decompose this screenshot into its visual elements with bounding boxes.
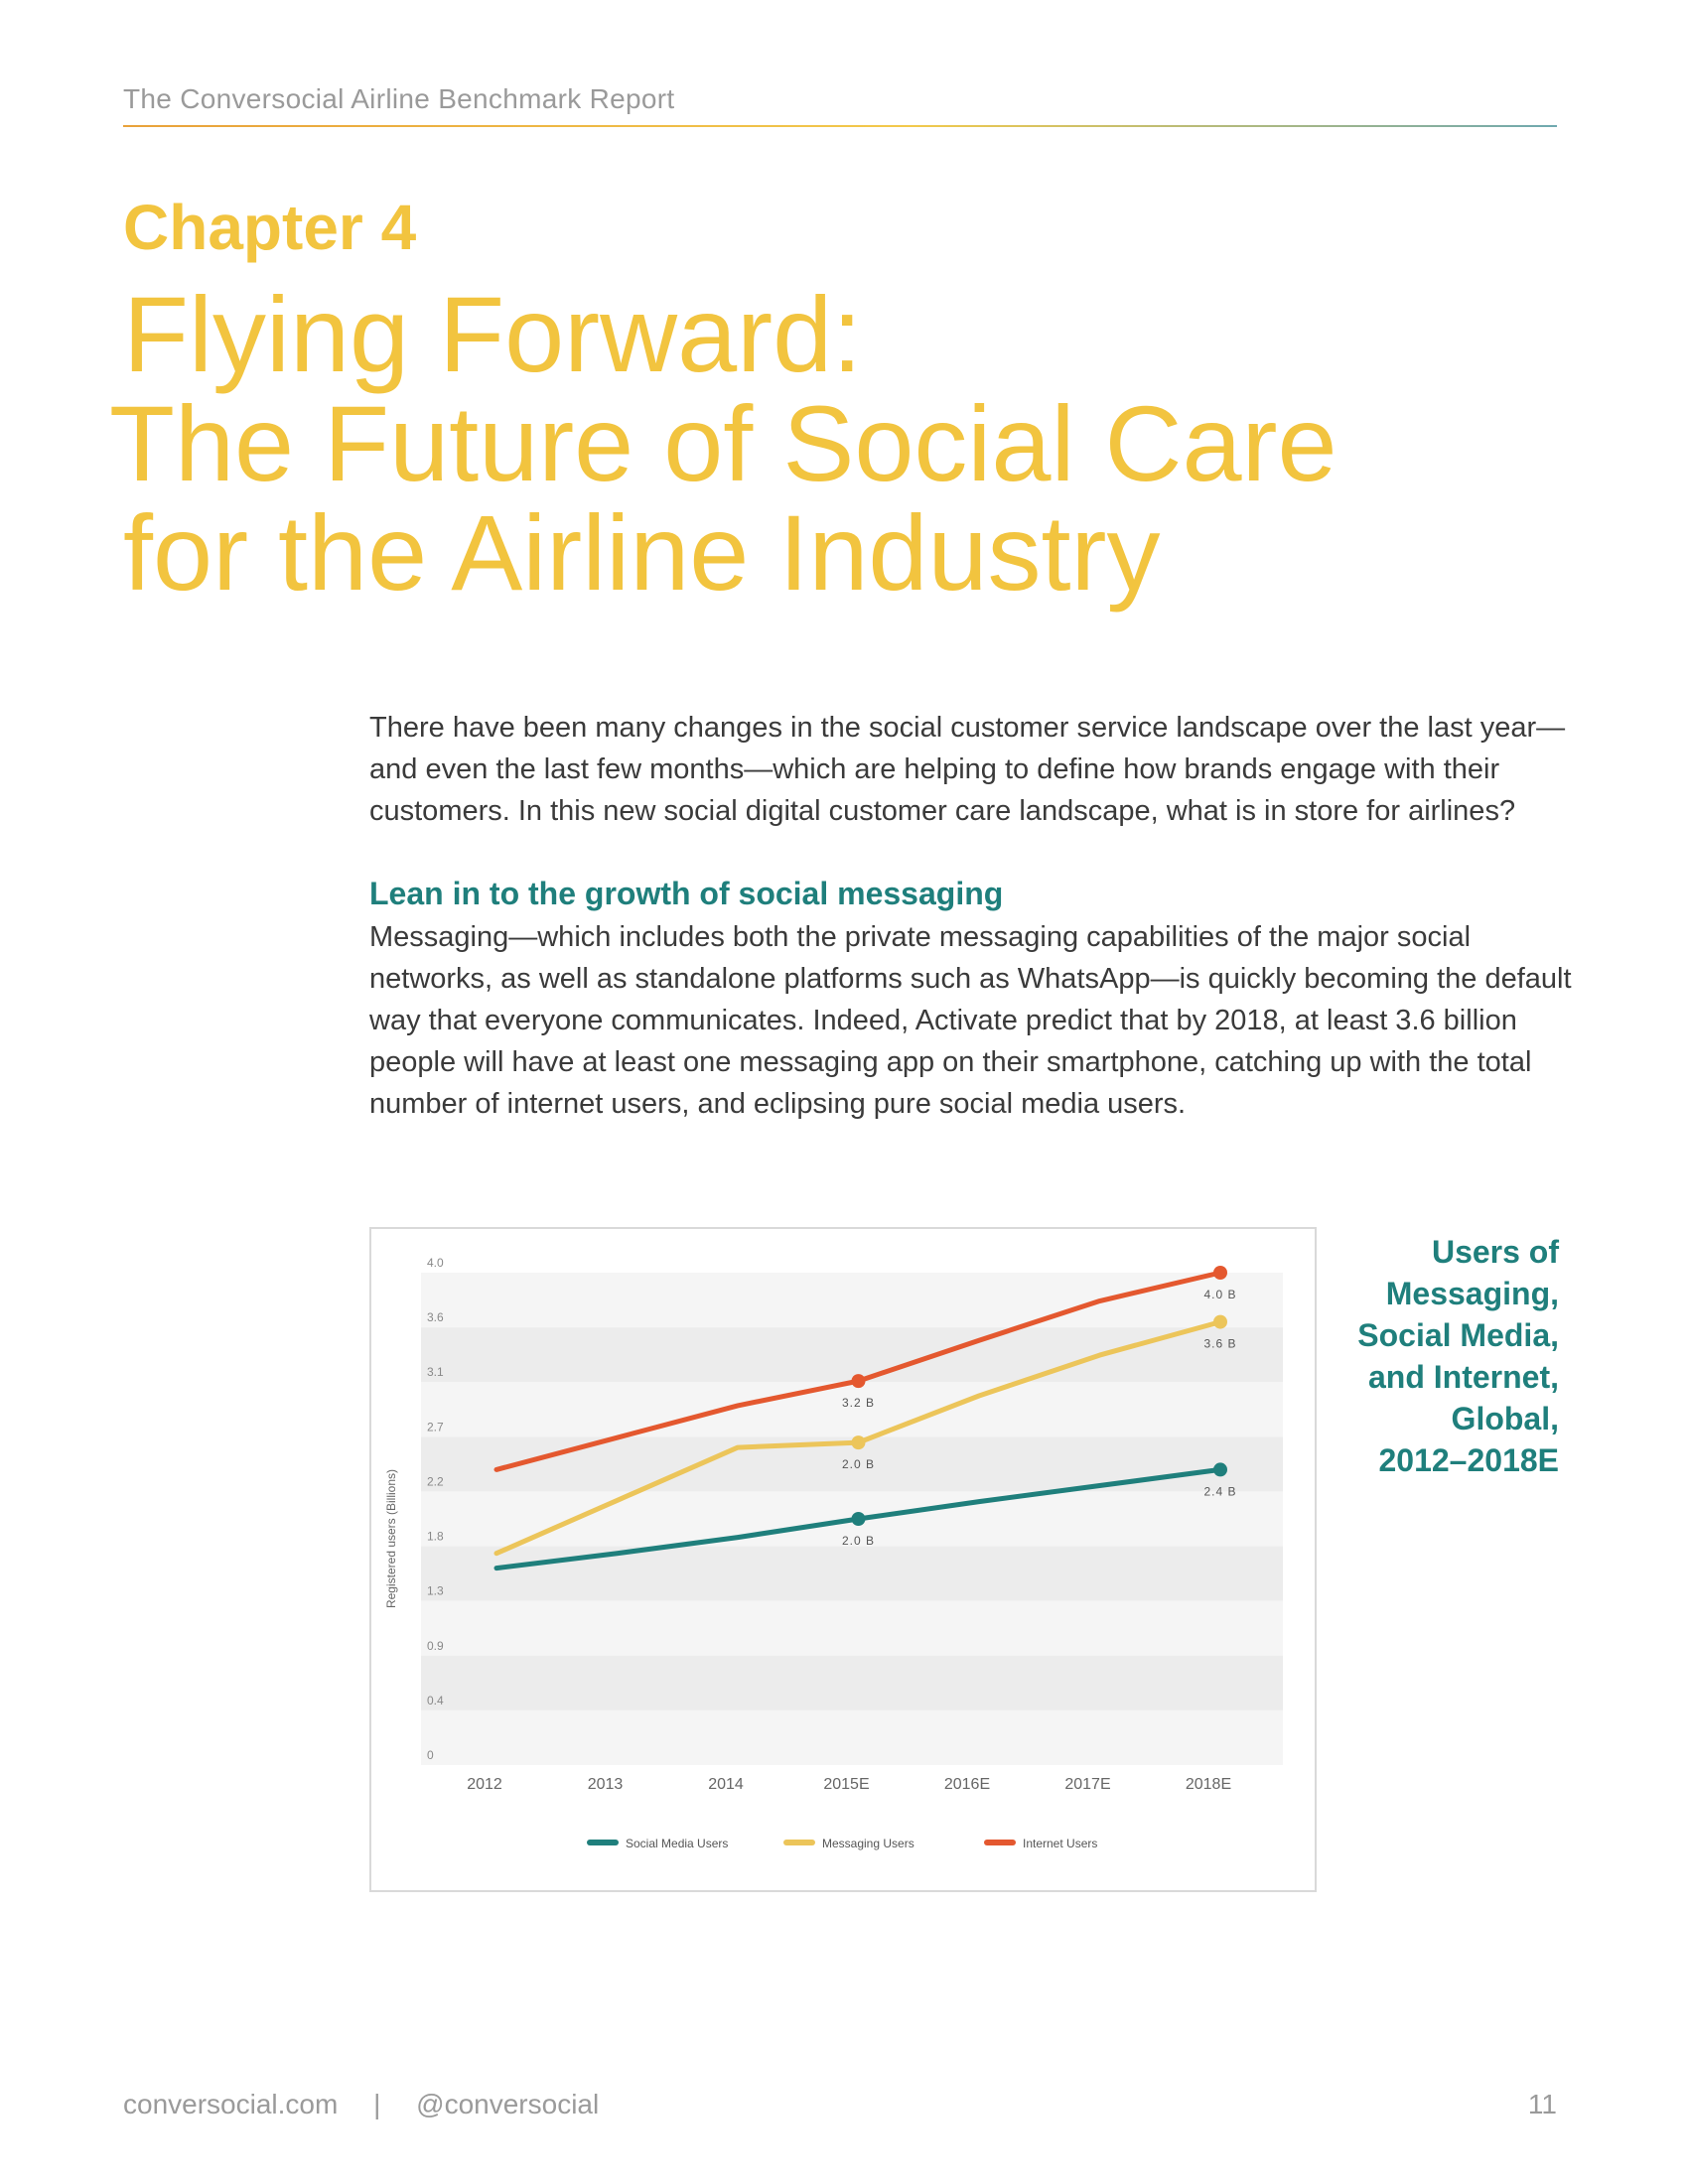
y-tick-label: 0 (427, 1748, 434, 1762)
grid-band (421, 1546, 1283, 1601)
data-label: 2.4 B (1203, 1484, 1236, 1498)
y-tick-label: 4.0 (427, 1256, 444, 1270)
legend-label: Social Media Users (626, 1837, 728, 1850)
page-number: 11 (1527, 2089, 1557, 2119)
x-tick-label: 2018E (1186, 1776, 1231, 1793)
y-tick-label: 2.7 (427, 1420, 444, 1433)
y-tick-label: 3.1 (427, 1365, 444, 1379)
data-point (1213, 1462, 1227, 1477)
data-label: 2.0 B (842, 1534, 875, 1548)
chapter-title-line: The Future of Social Care (109, 383, 1337, 503)
data-label: 3.6 B (1203, 1337, 1236, 1351)
grid-band (421, 1327, 1283, 1383)
y-tick-label: 1.8 (427, 1530, 444, 1544)
body-text: There have been many changes in the soci… (369, 707, 1581, 1125)
y-tick-label: 0.4 (427, 1694, 444, 1707)
x-tick-label: 2015E (823, 1776, 869, 1793)
chart-side-title-line: Global, (1451, 1401, 1559, 1436)
section-paragraph: Messaging—which includes both the privat… (369, 921, 1572, 1120)
header-rule (123, 125, 1557, 127)
x-tick-label: 2013 (588, 1776, 624, 1793)
chapter-title-line: Flying Forward: (123, 274, 863, 394)
line-chart: 0 0.4 0.9 1.3 1.8 2.2 2.7 3.1 3.6 4.0 Registered u… (384, 1256, 1283, 1850)
chapter-title: Flying Forward: The Future of Social Car… (109, 280, 1337, 608)
legend-label: Messaging Users (822, 1837, 914, 1850)
chart-side-title: Users of Messaging, Social Media, and In… (1331, 1231, 1559, 1481)
section-heading: Lean in to the growth of social messagin… (369, 876, 1004, 911)
grid-band (421, 1600, 1283, 1656)
chapter-label: Chapter 4 (123, 192, 417, 263)
x-tick-label: 2017E (1064, 1776, 1110, 1793)
x-tick-label: 2016E (944, 1776, 990, 1793)
grid-band (421, 1382, 1283, 1437)
data-label: 4.0 B (1203, 1288, 1236, 1301)
y-tick-label: 2.2 (427, 1474, 444, 1488)
y-axis-label: Registered users (Billions) (384, 1469, 398, 1608)
y-tick-label: 1.3 (427, 1584, 444, 1598)
data-point (851, 1374, 866, 1389)
x-tick-label: 2012 (467, 1776, 502, 1793)
x-tick-label: 2014 (708, 1776, 744, 1793)
grid-band (421, 1709, 1283, 1765)
chart-side-title-line: Social Media, (1357, 1317, 1559, 1353)
grid-band (421, 1655, 1283, 1710)
data-point (1213, 1266, 1227, 1280)
data-label: 2.0 B (842, 1457, 875, 1471)
data-point (1213, 1314, 1227, 1329)
footer-separator: | (373, 2089, 381, 2119)
legend-label: Internet Users (1023, 1837, 1097, 1850)
data-point (851, 1512, 866, 1526)
footer-links: conversocial.com | @conversocial (123, 2089, 627, 2120)
intro-paragraph: There have been many changes in the soci… (369, 712, 1566, 827)
footer-site-link[interactable]: conversocial.com (123, 2089, 339, 2119)
chart-side-title-line: Messaging, (1385, 1276, 1559, 1311)
chapter-title-line: for the Airline Industry (123, 492, 1161, 613)
y-tick-label: 3.6 (427, 1310, 444, 1324)
y-tick-label: 0.9 (427, 1639, 444, 1653)
footer-handle-link[interactable]: @conversocial (416, 2089, 600, 2119)
running-header: The Conversocial Airline Benchmark Repor… (123, 83, 675, 114)
data-label: 3.2 B (842, 1396, 875, 1410)
data-point (851, 1435, 866, 1450)
chart-side-title-line: and Internet, (1367, 1359, 1559, 1395)
chart-side-title-line: 2012–2018E (1378, 1442, 1559, 1478)
chart-frame: 0 0.4 0.9 1.3 1.8 2.2 2.7 3.1 3.6 4.0 Registered u… (369, 1227, 1317, 1892)
grid-band (421, 1273, 1283, 1328)
chart-side-title-line: Users of (1431, 1234, 1559, 1270)
